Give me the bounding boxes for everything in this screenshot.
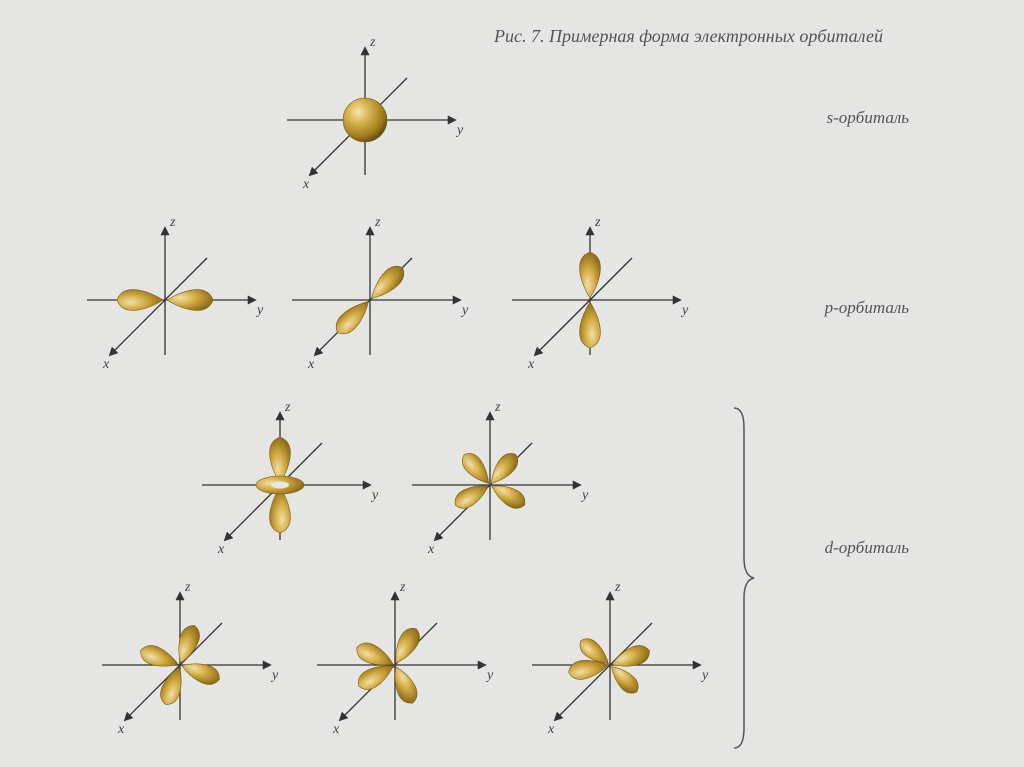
label-s-orbital: s-орбиталь [827, 108, 909, 128]
svg-text:z: z [494, 400, 501, 415]
svg-text:x: x [302, 177, 310, 192]
orbital-figure: { "caption": { "prefix": "Рис. 7.", "tex… [0, 0, 1024, 767]
orbital-p_z: z y x [490, 210, 695, 390]
orbital-p_y: z y x [65, 210, 270, 390]
label-s-text: s-орбиталь [827, 108, 909, 127]
svg-text:x: x [102, 357, 110, 372]
svg-text:x: x [217, 542, 225, 557]
svg-text:x: x [307, 357, 315, 372]
label-p-orbital: p-орбиталь [825, 298, 909, 318]
svg-text:z: z [284, 400, 291, 415]
svg-text:y: y [580, 488, 589, 503]
svg-text:y: y [270, 668, 279, 683]
svg-text:y: y [460, 303, 469, 318]
svg-text:x: x [547, 722, 555, 737]
svg-text:y: y [680, 303, 689, 318]
svg-text:y: y [370, 488, 379, 503]
svg-text:x: x [527, 357, 535, 372]
orbital-d_yz2: z y x [295, 575, 500, 755]
svg-text:z: z [369, 35, 376, 50]
label-p-text: p-орбиталь [825, 298, 909, 317]
caption-text: Примерная форма электронных орбиталей [549, 26, 883, 46]
svg-text:z: z [614, 580, 621, 595]
label-d-orbital: d-орбиталь [825, 538, 909, 558]
svg-text:z: z [374, 215, 381, 230]
svg-text:z: z [594, 215, 601, 230]
orbital-p_x: z y x [270, 210, 475, 390]
svg-text:y: y [700, 668, 709, 683]
label-d-text: d-орбиталь [825, 538, 909, 557]
figure-caption: Рис. 7. Примерная форма электронных орби… [494, 24, 954, 49]
svg-text:y: y [455, 123, 464, 138]
orbital-d_xy: z y x [80, 575, 285, 755]
svg-text:x: x [427, 542, 435, 557]
svg-text:y: y [255, 303, 264, 318]
orbital-s: z y x [265, 30, 470, 210]
caption-prefix: Рис. 7. [494, 26, 544, 46]
d-orbital-brace [730, 408, 756, 748]
svg-text:z: z [399, 580, 406, 595]
orbital-d_yz_back: z y x [510, 575, 715, 755]
orbital-d_z2: z y x [180, 395, 385, 575]
svg-text:x: x [117, 722, 125, 737]
svg-text:x: x [332, 722, 340, 737]
svg-text:z: z [169, 215, 176, 230]
orbital-d_yz_xz: z y x [390, 395, 595, 575]
svg-text:z: z [184, 580, 191, 595]
svg-text:y: y [485, 668, 494, 683]
